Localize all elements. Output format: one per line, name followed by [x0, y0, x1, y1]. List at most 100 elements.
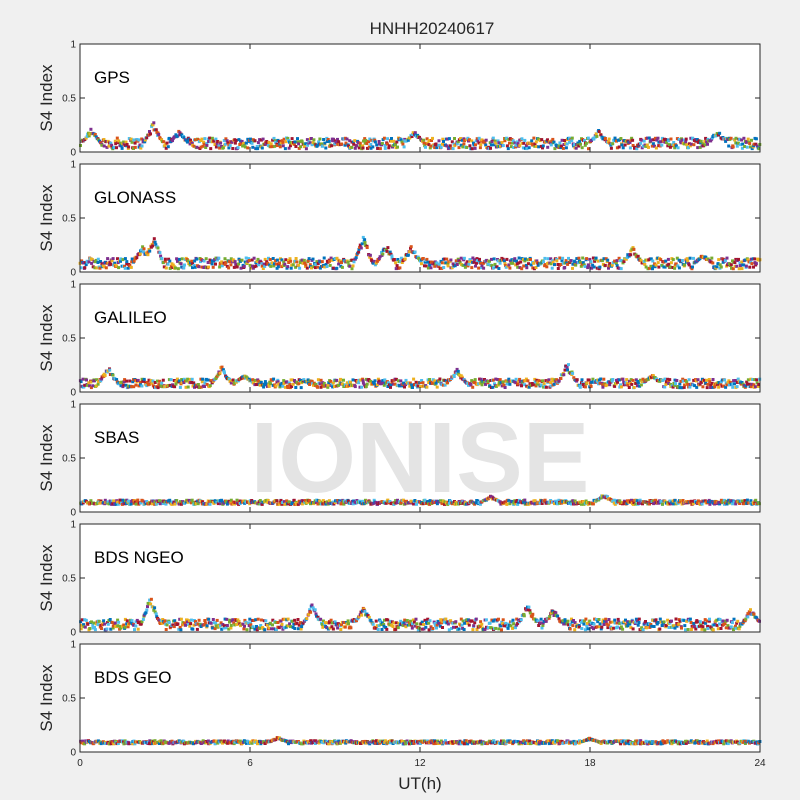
data-point: [698, 620, 702, 624]
data-point: [583, 265, 587, 268]
data-point: [265, 623, 269, 627]
data-point: [411, 618, 415, 622]
data-point: [505, 382, 509, 386]
data-point: [291, 263, 295, 267]
data-point: [240, 258, 244, 262]
data-point: [450, 627, 454, 630]
data-point: [498, 500, 502, 504]
data-point: [563, 139, 567, 142]
data-point: [466, 136, 470, 140]
data-point: [372, 259, 376, 263]
data-point: [99, 260, 102, 263]
data-point: [145, 500, 149, 503]
data-point: [257, 379, 261, 383]
data-point: [588, 623, 592, 627]
data-point: [308, 263, 312, 267]
data-point: [463, 265, 467, 269]
data-point: [360, 385, 364, 389]
data-point: [263, 742, 267, 745]
data-point: [99, 379, 103, 383]
data-point: [379, 623, 383, 626]
data-point: [573, 502, 577, 505]
data-point: [712, 623, 716, 627]
data-point: [411, 133, 415, 136]
data-point: [504, 265, 508, 269]
data-point: [685, 619, 689, 623]
data-point: [337, 140, 341, 144]
data-point: [274, 621, 278, 624]
data-point: [100, 262, 104, 266]
data-point: [562, 373, 566, 377]
data-point: [297, 499, 301, 503]
data-point: [667, 262, 671, 266]
data-point: [208, 136, 212, 140]
data-point: [296, 618, 300, 621]
data-point: [275, 266, 279, 270]
y-tick-label: 0: [70, 508, 76, 519]
data-point: [455, 142, 459, 146]
data-point: [691, 265, 694, 269]
axes-background: [80, 164, 760, 272]
data-point: [464, 262, 468, 266]
data-point: [521, 146, 525, 150]
data-point: [665, 141, 669, 144]
data-point: [677, 622, 681, 626]
data-point: [666, 144, 670, 148]
data-point: [695, 619, 699, 623]
data-point: [273, 139, 277, 143]
data-point: [510, 258, 514, 262]
data-point: [590, 266, 594, 270]
data-point: [157, 618, 161, 622]
data-point: [701, 142, 705, 146]
data-point: [540, 138, 544, 142]
data-point: [280, 139, 284, 143]
data-point: [594, 618, 598, 621]
data-point: [392, 258, 396, 261]
data-point: [343, 621, 347, 625]
data-point: [318, 499, 322, 503]
data-point: [595, 625, 599, 629]
data-point: [131, 742, 135, 746]
data-point: [162, 621, 166, 625]
data-point: [479, 620, 483, 624]
data-point: [612, 498, 616, 502]
data-point: [745, 139, 749, 143]
data-point: [289, 625, 292, 629]
data-point: [224, 626, 228, 630]
data-point: [589, 384, 593, 388]
data-point: [651, 618, 655, 622]
data-point: [168, 259, 172, 263]
data-point: [699, 139, 703, 143]
data-point: [611, 378, 615, 381]
data-point: [229, 626, 233, 630]
data-point: [276, 621, 280, 624]
data-point: [517, 618, 520, 622]
data-point: [661, 502, 664, 506]
data-point: [107, 502, 111, 506]
data-point: [678, 619, 682, 623]
data-point: [484, 138, 488, 142]
data-point: [426, 260, 430, 264]
data-point: [293, 502, 297, 506]
data-point: [557, 144, 561, 148]
data-point: [613, 621, 617, 625]
data-point: [507, 499, 511, 503]
data-point: [111, 373, 115, 377]
data-point: [740, 138, 744, 142]
data-point: [380, 628, 384, 631]
data-point: [340, 261, 343, 264]
data-point: [612, 626, 616, 630]
data-point: [510, 620, 514, 624]
data-point: [724, 626, 728, 630]
data-point: [388, 250, 392, 254]
data-point: [438, 377, 442, 381]
data-point: [374, 501, 378, 504]
data-point: [734, 624, 737, 628]
data-point: [357, 250, 361, 254]
data-point: [687, 378, 691, 382]
data-point: [398, 266, 402, 270]
data-point: [201, 500, 205, 504]
data-point: [114, 142, 118, 146]
data-point: [178, 257, 181, 261]
data-point: [184, 385, 188, 389]
